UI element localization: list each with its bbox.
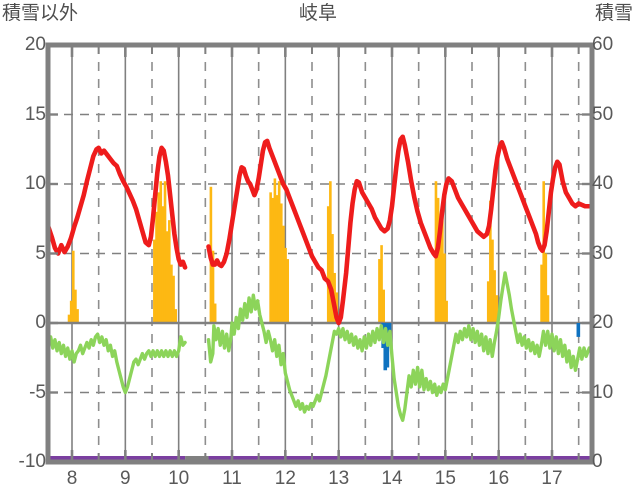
precipitation-bar xyxy=(170,264,173,323)
precipitation-bar xyxy=(380,245,383,323)
y-axis-tick-left: 10 xyxy=(24,173,46,194)
x-axis-tick: 12 xyxy=(274,468,296,489)
snow-bar xyxy=(576,323,581,337)
precipitation-bar xyxy=(378,259,381,323)
left-axis-title: 積雪以外 xyxy=(2,3,79,24)
y-axis-tick-right: 50 xyxy=(592,103,614,125)
series-line-temperature xyxy=(206,134,592,326)
precipitation-bar xyxy=(280,203,283,323)
series-line-dewpoint xyxy=(46,332,187,395)
precipitation-bar xyxy=(76,309,79,323)
x-axis-tick: 17 xyxy=(541,468,563,489)
precipitation-bar xyxy=(331,234,334,323)
precipitation-bar xyxy=(67,314,71,323)
y-axis-tick-right: 30 xyxy=(592,242,614,264)
x-axis-tick: 9 xyxy=(120,468,131,489)
precipitation-bar xyxy=(493,270,496,323)
precipitation-bar xyxy=(163,181,167,323)
precipitation-bar xyxy=(159,181,163,323)
precipitation-bar xyxy=(443,253,446,323)
precipitation-bar xyxy=(546,295,550,323)
precipitation-bar xyxy=(74,289,77,323)
precipitation-bar xyxy=(436,197,440,323)
y-axis-tick-right: 40 xyxy=(592,173,614,194)
precipitation-bar xyxy=(153,239,156,323)
precipitation-bar xyxy=(275,195,279,323)
precipitation-bar xyxy=(438,236,442,323)
y-axis-tick-right: 60 xyxy=(592,34,614,55)
precipitation-bar xyxy=(540,264,543,323)
precipitation-bar xyxy=(269,192,272,323)
y-axis-tick-left: 15 xyxy=(24,103,46,125)
precipitation-bar xyxy=(445,300,448,323)
y-axis-tick-left: 20 xyxy=(24,34,46,55)
series-line-temperature xyxy=(45,145,188,270)
y-axis-tick-left: -5 xyxy=(29,381,46,403)
x-axis-tick: 14 xyxy=(381,468,403,489)
x-axis-tick: 16 xyxy=(488,468,510,489)
y-axis-tick-right: 20 xyxy=(592,312,614,333)
x-axis-tick: 8 xyxy=(66,468,78,489)
precipitation-bar xyxy=(284,247,287,323)
precipitation-bar xyxy=(172,275,175,323)
precipitation-bar xyxy=(72,250,75,323)
y-axis-tick-left: 0 xyxy=(35,312,46,333)
precipitation-bar xyxy=(277,181,281,323)
y-axis-tick-left: -10 xyxy=(18,451,46,472)
y-axis-tick-right: 0 xyxy=(592,451,603,472)
precipitation-bar xyxy=(326,206,330,323)
x-axis-tick: 15 xyxy=(434,468,456,489)
precipitation-bar xyxy=(282,225,285,323)
precipitation-bar xyxy=(544,253,548,323)
precipitation-bar xyxy=(161,206,165,323)
precipitation-bar xyxy=(441,206,444,323)
y-axis-tick-right: 10 xyxy=(592,381,614,403)
precipitation-bar xyxy=(211,250,215,323)
x-axis-tick: 13 xyxy=(328,468,350,489)
precipitation-bar xyxy=(382,289,385,323)
precipitation-bar xyxy=(165,231,169,323)
precipitation-bar xyxy=(286,259,289,323)
precipitation-bar xyxy=(155,211,158,323)
precipitation-bar xyxy=(273,178,277,323)
precipitation-bar xyxy=(168,220,171,323)
precipitation-bar xyxy=(213,303,217,323)
x-axis-tick: 10 xyxy=(168,468,190,489)
precipitation-bar xyxy=(489,200,492,323)
snow-bar xyxy=(383,323,388,371)
y-axis-tick-left: 5 xyxy=(35,242,46,264)
precipitation-bar xyxy=(174,309,177,323)
precipitation-bar xyxy=(486,281,490,323)
x-axis-tick: 11 xyxy=(222,468,242,489)
precipitation-bar xyxy=(495,295,499,323)
series-line-dewpoint xyxy=(206,271,592,422)
precipitation-bar xyxy=(329,181,332,323)
right-axis-title: 積雪 xyxy=(594,3,633,24)
precipitation-bar xyxy=(491,239,494,323)
precipitation-bar xyxy=(271,197,275,323)
precipitation-bar xyxy=(157,192,160,323)
precipitation-bar xyxy=(69,300,73,323)
page-title: 岐阜 xyxy=(298,3,337,24)
